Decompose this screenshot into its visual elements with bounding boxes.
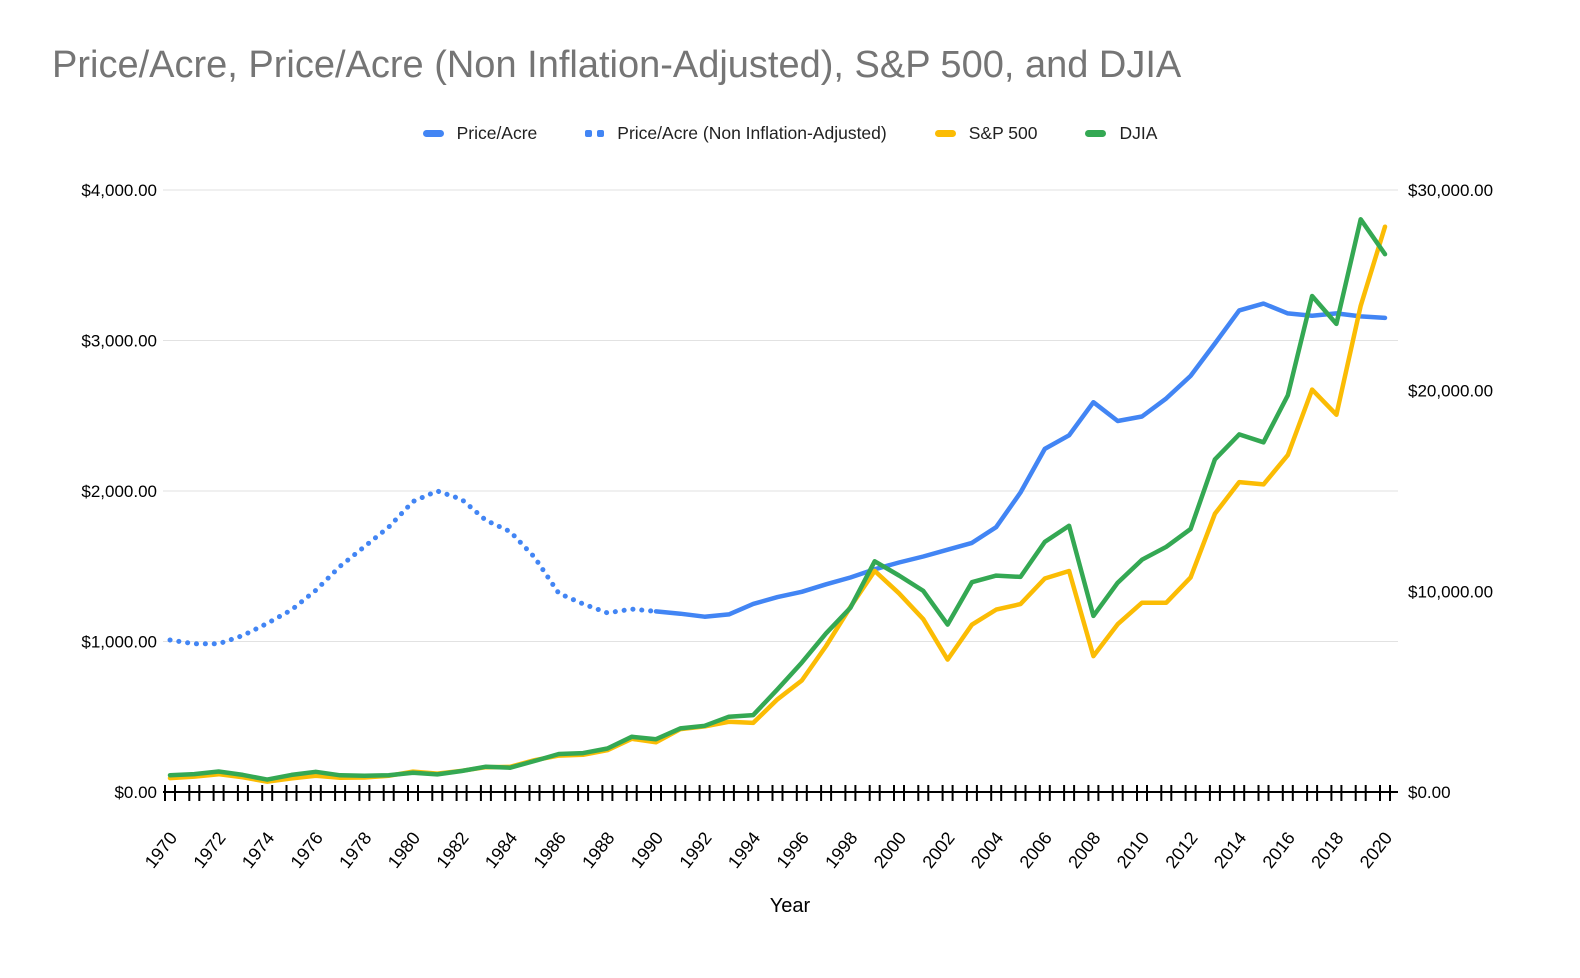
x-axis-tick-label: 1992 — [675, 828, 715, 872]
legend-item-s-p-500: S&P 500 — [934, 122, 1038, 144]
left-axis-tick-label: $3,000.00 — [81, 332, 157, 351]
legend-marker — [934, 129, 956, 137]
legend-item-price-acre-non-inflation-adjusted: Price/Acre (Non Inflation-Adjusted) — [585, 122, 887, 144]
left-axis-tick-label: $0.00 — [114, 783, 157, 802]
x-axis-tick-label: 1972 — [189, 828, 229, 872]
legend-item-price-acre: Price/Acre — [422, 122, 538, 144]
x-axis-tick-label: 1978 — [335, 828, 375, 872]
x-axis-tick-label: 1988 — [578, 828, 618, 872]
legend-marker — [585, 129, 605, 137]
x-axis-tick-label: 2008 — [1064, 828, 1104, 872]
x-axis-tick-label: 2002 — [918, 828, 958, 872]
legend-label: Price/Acre (Non Inflation-Adjusted) — [617, 122, 887, 143]
x-axis-labels: 1970 1972 1974 1976 1978 1980 1982 1984 1986 1988… — [141, 828, 1396, 872]
series-line-s-p-500 — [167, 224, 1388, 784]
x-axis-tick-label: 1994 — [724, 828, 764, 872]
series-line-djia — [167, 217, 1388, 782]
x-axis-tick-label: 2010 — [1113, 828, 1153, 872]
x-axis-tick-label: 1974 — [238, 828, 278, 872]
legend-label: S&P 500 — [968, 122, 1038, 143]
series-line-price-acre — [653, 301, 1388, 619]
legend-label: DJIA — [1119, 122, 1158, 143]
left-axis-tick-label: $2,000.00 — [81, 482, 157, 501]
legend-item-djia: DJIA — [1085, 123, 1157, 144]
x-axis-tick-label: 2018 — [1307, 828, 1347, 872]
x-axis-tick-label: 2004 — [967, 828, 1007, 872]
x-axis-tick-label: 2006 — [1016, 828, 1056, 872]
x-axis-title: Year — [769, 895, 811, 917]
right-axis-tick-label: $20,000.00 — [1408, 382, 1493, 401]
x-axis-tick-label: 1996 — [773, 828, 813, 872]
series-line-price-acre-non-inflation-adjusted — [167, 488, 659, 647]
left-axis-tick-label: $4,000.00 — [81, 181, 157, 200]
x-axis-tick-label: 2014 — [1210, 828, 1250, 872]
x-axis-tick-label: 1980 — [384, 828, 424, 872]
left-axis-tick-label: $1,000.00 — [81, 633, 157, 652]
x-axis-tick-label: 1970 — [141, 828, 181, 872]
x-axis-tick-label: 1982 — [432, 828, 472, 872]
x-axis-tick-label: 1998 — [821, 828, 861, 872]
series-lines — [167, 217, 1388, 784]
left-axis-labels: $0.00 $1,000.00 $2,000.00 $3,000.00 $4,000.0… — [81, 181, 157, 802]
x-axis-tick-label: 2012 — [1161, 828, 1201, 872]
right-axis-labels: $0.00 $10,000.00 $20,000.00 $30,000.00 — [1408, 181, 1493, 802]
right-axis-tick-label: $10,000.00 — [1408, 582, 1493, 601]
right-axis-tick-label: $30,000.00 — [1408, 181, 1493, 200]
right-axis-tick-label: $0.00 — [1408, 783, 1451, 802]
gridlines — [163, 189, 1398, 642]
legend-marker — [1085, 129, 1107, 137]
chart-legend: Price/Acre Price/Acre (Non Inflation-Adju… — [0, 119, 1580, 147]
x-axis-tick-label: 1976 — [287, 828, 327, 872]
legend-marker — [422, 129, 444, 137]
x-axis-tick-label: 1986 — [530, 828, 570, 872]
x-axis-tick-label: 2016 — [1259, 828, 1299, 872]
x-axis-tick-label: 2020 — [1356, 828, 1396, 872]
legend-label: Price/Acre — [456, 122, 538, 143]
x-axis-tick-label: 1990 — [627, 828, 667, 872]
chart-title: Price/Acre, Price/Acre (Non Inflation-Ad… — [52, 44, 1182, 86]
x-axis-tick-label: 2000 — [870, 828, 910, 872]
x-axis-tick-label: 1984 — [481, 828, 521, 872]
